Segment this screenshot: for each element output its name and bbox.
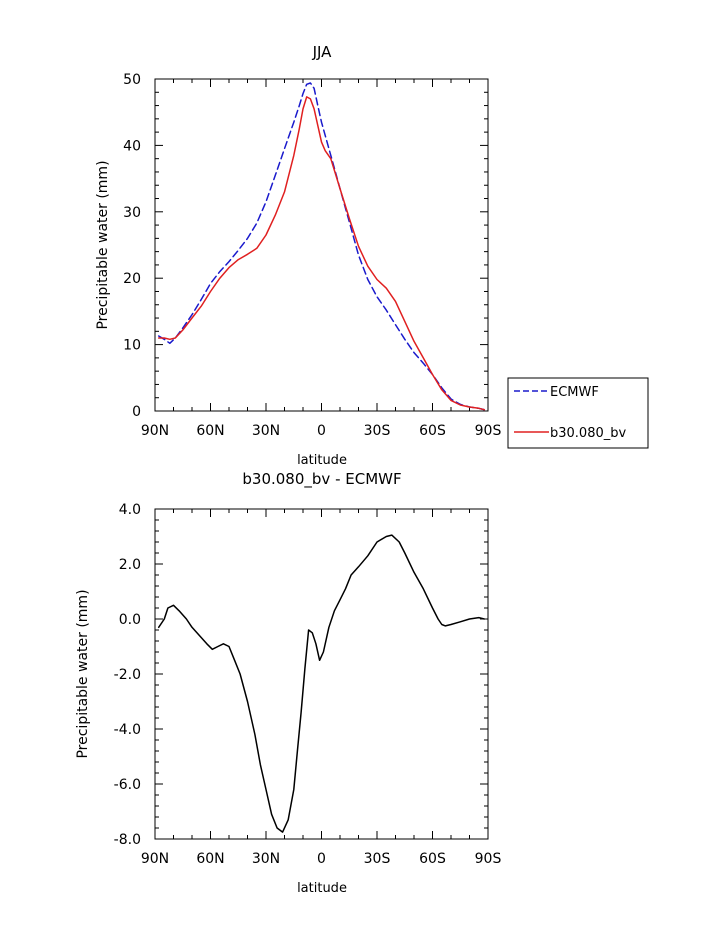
x-tick-label: 90S — [475, 851, 502, 867]
bottom-plot-frame — [154, 508, 489, 840]
y-tick-label: -8.0 — [114, 832, 141, 848]
top-tick-labels: 90N 60N 30N 0 30S 60S 90S 0 10 20 30 40 50 — [123, 72, 501, 439]
bottom-y-axis-label: Precipitable water (mm) — [75, 589, 91, 758]
bottom-series-line-0 — [157, 534, 486, 833]
y-tick-label: -2.0 — [114, 667, 141, 683]
y-tick-label: 0 — [132, 404, 141, 420]
x-tick-label: 60N — [196, 851, 224, 867]
top-plot-frame — [154, 78, 489, 412]
legend-label-b30: b30.080_bv — [550, 426, 626, 441]
bottom-ticks — [154, 508, 489, 840]
top-ticks — [154, 78, 489, 412]
y-tick-label: 4.0 — [119, 502, 141, 518]
legend-label-ecmwf: ECMWF — [550, 385, 599, 400]
bottom-panel: b30.080_bv - ECMWF Precipitable water (m… — [75, 470, 501, 896]
y-tick-label: 50 — [123, 72, 141, 88]
legend-box — [507, 377, 649, 449]
x-tick-label: 30N — [252, 423, 280, 439]
bottom-series — [157, 534, 486, 833]
bottom-title: b30.080_bv - ECMWF — [242, 470, 401, 489]
y-tick-label: 20 — [123, 271, 141, 287]
x-tick-label: 60N — [196, 423, 224, 439]
x-tick-label: 0 — [317, 851, 326, 867]
x-tick-label: 60S — [419, 851, 446, 867]
x-tick-label: 30S — [364, 423, 391, 439]
bottom-tick-labels: 90N 60N 30N 0 30S 60S 90S -8.0 -6.0 -4.0 -2.0 0.0 2.… — [114, 502, 502, 867]
top-series — [157, 82, 486, 411]
x-tick-label: 30N — [252, 851, 280, 867]
legend: ECMWF b30.080_bv — [507, 377, 649, 449]
y-tick-label: 10 — [123, 338, 141, 354]
y-tick-label: 2.0 — [119, 557, 141, 573]
bottom-x-axis-label: latitude — [297, 881, 347, 896]
top-panel: JJA Precipitable water (mm) latitude 90N… — [95, 43, 649, 468]
x-tick-label: 0 — [317, 423, 326, 439]
top-y-axis-label: Precipitable water (mm) — [95, 160, 111, 329]
top-series-line-1 — [157, 96, 486, 411]
x-tick-label: 60S — [419, 423, 446, 439]
top-x-axis-label: latitude — [297, 453, 347, 468]
x-tick-label: 90N — [141, 851, 169, 867]
x-tick-label: 30S — [364, 851, 391, 867]
top-title: JJA — [312, 43, 333, 61]
y-tick-label: 30 — [123, 205, 141, 221]
y-tick-label: -6.0 — [114, 777, 141, 793]
y-tick-label: -4.0 — [114, 722, 141, 738]
x-tick-label: 90N — [141, 423, 169, 439]
y-tick-label: 40 — [123, 138, 141, 154]
top-series-line-0 — [157, 82, 486, 411]
x-tick-label: 90S — [475, 423, 502, 439]
y-tick-label: 0.0 — [119, 612, 141, 628]
